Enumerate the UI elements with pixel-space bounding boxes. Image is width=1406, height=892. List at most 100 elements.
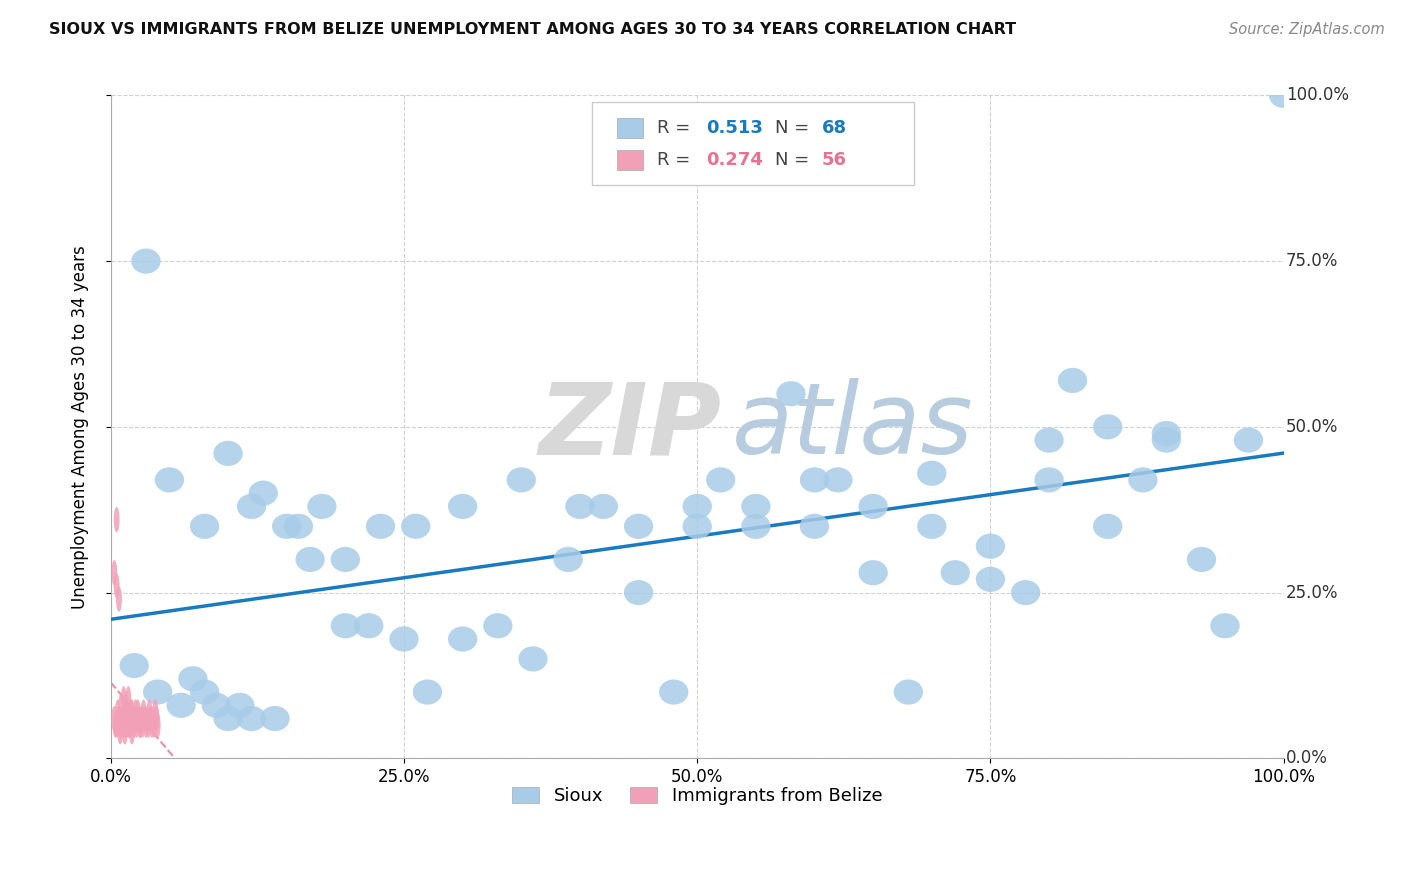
Text: 56: 56: [821, 151, 846, 169]
Ellipse shape: [117, 587, 122, 612]
Ellipse shape: [236, 706, 266, 731]
Text: 25.0%: 25.0%: [1286, 583, 1339, 601]
Ellipse shape: [145, 713, 152, 738]
Ellipse shape: [143, 713, 149, 738]
Ellipse shape: [484, 613, 512, 639]
Ellipse shape: [1211, 613, 1240, 639]
Ellipse shape: [776, 381, 806, 406]
Ellipse shape: [139, 713, 145, 738]
Ellipse shape: [284, 514, 314, 539]
Ellipse shape: [190, 680, 219, 705]
Legend: Sioux, Immigrants from Belize: Sioux, Immigrants from Belize: [505, 780, 890, 813]
Text: R =: R =: [658, 151, 696, 169]
Ellipse shape: [115, 699, 121, 724]
Text: ZIP: ZIP: [538, 378, 721, 475]
Ellipse shape: [589, 494, 619, 519]
Ellipse shape: [624, 514, 654, 539]
Ellipse shape: [128, 713, 134, 738]
Text: 50.0%: 50.0%: [1286, 417, 1339, 436]
Ellipse shape: [143, 680, 173, 705]
Ellipse shape: [122, 706, 128, 731]
Ellipse shape: [1092, 414, 1122, 440]
Ellipse shape: [112, 713, 118, 738]
Ellipse shape: [131, 706, 136, 731]
Ellipse shape: [1128, 467, 1157, 492]
Ellipse shape: [1270, 83, 1298, 108]
Ellipse shape: [135, 706, 141, 731]
Ellipse shape: [124, 693, 129, 718]
Ellipse shape: [1187, 547, 1216, 572]
Ellipse shape: [118, 693, 124, 718]
Text: 100.0%: 100.0%: [1286, 87, 1348, 104]
Ellipse shape: [449, 494, 477, 519]
Ellipse shape: [129, 699, 135, 724]
Ellipse shape: [138, 713, 143, 738]
Ellipse shape: [624, 580, 654, 605]
Ellipse shape: [741, 494, 770, 519]
Ellipse shape: [659, 680, 689, 705]
Text: 68: 68: [821, 119, 846, 136]
Text: 0.513: 0.513: [707, 119, 763, 136]
Ellipse shape: [142, 706, 148, 731]
Ellipse shape: [124, 713, 129, 738]
Ellipse shape: [389, 626, 419, 651]
Ellipse shape: [917, 514, 946, 539]
Ellipse shape: [129, 719, 135, 745]
Ellipse shape: [179, 666, 208, 691]
Ellipse shape: [449, 626, 477, 651]
Ellipse shape: [800, 514, 830, 539]
Ellipse shape: [121, 699, 127, 724]
Ellipse shape: [153, 706, 159, 731]
Ellipse shape: [1011, 580, 1040, 605]
Ellipse shape: [149, 713, 155, 738]
Ellipse shape: [146, 699, 152, 724]
Ellipse shape: [138, 713, 143, 738]
Text: SIOUX VS IMMIGRANTS FROM BELIZE UNEMPLOYMENT AMONG AGES 30 TO 34 YEARS CORRELATI: SIOUX VS IMMIGRANTS FROM BELIZE UNEMPLOY…: [49, 22, 1017, 37]
Ellipse shape: [1035, 467, 1064, 492]
Ellipse shape: [682, 514, 711, 539]
Ellipse shape: [859, 494, 887, 519]
Ellipse shape: [132, 699, 138, 724]
Ellipse shape: [295, 547, 325, 572]
Ellipse shape: [111, 560, 117, 585]
Ellipse shape: [122, 719, 128, 745]
Ellipse shape: [1234, 427, 1263, 453]
Ellipse shape: [260, 706, 290, 731]
Ellipse shape: [128, 699, 134, 724]
Ellipse shape: [155, 467, 184, 492]
Ellipse shape: [152, 699, 159, 724]
Text: 75.0%: 75.0%: [1286, 252, 1339, 270]
Ellipse shape: [125, 713, 131, 738]
Ellipse shape: [214, 441, 243, 466]
Ellipse shape: [413, 680, 441, 705]
Text: N =: N =: [775, 119, 814, 136]
Ellipse shape: [894, 680, 922, 705]
Ellipse shape: [120, 713, 125, 738]
Ellipse shape: [917, 460, 946, 486]
Text: Source: ZipAtlas.com: Source: ZipAtlas.com: [1229, 22, 1385, 37]
Ellipse shape: [706, 467, 735, 492]
Ellipse shape: [118, 706, 124, 731]
Ellipse shape: [114, 713, 120, 738]
Ellipse shape: [1152, 427, 1181, 453]
Text: N =: N =: [775, 151, 814, 169]
Ellipse shape: [214, 706, 243, 731]
Ellipse shape: [1152, 421, 1181, 446]
Ellipse shape: [554, 547, 583, 572]
Ellipse shape: [111, 706, 117, 731]
Ellipse shape: [976, 566, 1005, 592]
Ellipse shape: [330, 613, 360, 639]
Ellipse shape: [401, 514, 430, 539]
Ellipse shape: [366, 514, 395, 539]
Text: atlas: atlas: [733, 378, 974, 475]
FancyBboxPatch shape: [617, 118, 644, 138]
Ellipse shape: [354, 613, 384, 639]
Ellipse shape: [124, 706, 131, 731]
Ellipse shape: [330, 547, 360, 572]
Ellipse shape: [859, 560, 887, 585]
Ellipse shape: [682, 494, 711, 519]
Ellipse shape: [131, 249, 160, 274]
Text: 0.0%: 0.0%: [1286, 749, 1327, 767]
Ellipse shape: [519, 647, 548, 672]
FancyBboxPatch shape: [617, 150, 644, 169]
